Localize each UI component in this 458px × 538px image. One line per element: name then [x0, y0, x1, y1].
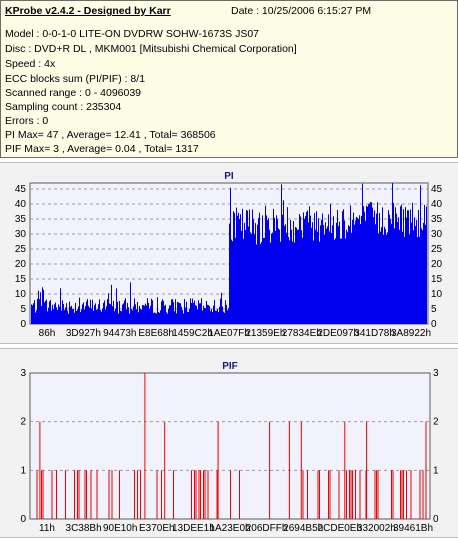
y-tick-label-left: 15 [15, 274, 27, 285]
y-tick-label-left: 20 [15, 259, 27, 270]
x-tick-label: 341D78h [354, 328, 395, 339]
pif-chart: PIF 0 0 1 1 2 2 3 3 11h 3C38Bh 90E10h E370Eh13DEE1h1… [20, 361, 439, 534]
x-tick-label: 2DE097h [317, 328, 359, 339]
y-tick-label-left: 5 [20, 304, 26, 315]
y-tick-label-left: 40 [15, 199, 27, 210]
scan-date: Date : 10/25/2006 6:15:27 PM [231, 5, 372, 17]
x-tick-label: 13DEE1h [172, 523, 215, 534]
y-tick-label-left: 0 [20, 319, 26, 330]
y-tick-label-left: 30 [15, 229, 27, 240]
x-tick-label: 3D927h [66, 328, 101, 339]
y-tick-label-left: 2 [20, 417, 26, 428]
range-line: Scanned range : 0 - 4096039 [5, 87, 142, 99]
x-tick-label: 11h [39, 523, 55, 534]
disc-line: Disc : DVD+R DL , MKM001 [Mitsubishi Che… [5, 43, 297, 55]
x-tick-label: E8E68h [138, 328, 174, 339]
chart-title: PI [224, 171, 234, 182]
pi-bars [31, 183, 427, 324]
sampling-line: Sampling count : 235304 [5, 101, 122, 113]
y-tick-label-left: 0 [20, 514, 26, 525]
x-tick-label: 94473h [103, 328, 136, 339]
y-tick-label-right: 0 [433, 514, 439, 525]
y-tick-label-right: 15 [431, 274, 443, 285]
x-tick-label: 3A8922h [391, 328, 431, 339]
y-tick-label-right: 0 [431, 319, 437, 330]
pif-bars [36, 373, 427, 519]
x-tick-label: 3C38Bh [66, 523, 102, 534]
pi-summary-line: PI Max= 47 , Average= 12.41 , Total= 368… [5, 129, 216, 141]
y-tick-label-left: 1 [20, 465, 26, 476]
x-tick-label: 2694B5h [283, 523, 323, 534]
x-tick-label: 1AE07Fh [208, 328, 250, 339]
model-line: Model : 0-0-1-0 LITE-ON DVDRW SOHW-1673S… [5, 28, 260, 40]
x-tick-label: 21359Eh [245, 328, 285, 339]
x-tick-label: 90E10h [103, 523, 137, 534]
y-tick-label-right: 20 [431, 259, 443, 270]
pi-chart: PI 0 0 5 5 10 10 15 15 20 20 25 25 30 30 35 35 40 40 45 45 86… [15, 171, 443, 339]
pif-summary-line: PIF Max= 3 , Average= 0.04 , Total= 1317 [5, 143, 199, 155]
x-tick-label: 86h [39, 328, 56, 339]
y-tick-label-left: 25 [15, 244, 27, 255]
chart-title: PIF [222, 361, 238, 372]
x-tick-label: 39461Bh [393, 523, 433, 534]
x-tick-label: 332002h [357, 523, 396, 534]
x-tick-label: 206DFFh [246, 523, 288, 534]
y-tick-label-right: 25 [431, 244, 443, 255]
y-tick-label-right: 45 [431, 184, 443, 195]
y-tick-label-right: 30 [431, 229, 443, 240]
speed-line: Speed : 4x [5, 58, 56, 70]
x-tick-label: 2CDE0Eh [318, 523, 362, 534]
info-panel: KProbe v2.4.2 - Designed by Karr Date : … [0, 0, 458, 158]
y-tick-label-left: 10 [15, 289, 27, 300]
x-tick-label: 27834Eh [282, 328, 322, 339]
y-tick-label-left: 45 [15, 184, 27, 195]
y-tick-label-right: 2 [433, 417, 439, 428]
ecc-line: ECC blocks sum (PI/PIF) : 8/1 [5, 73, 146, 85]
y-tick-label-right: 5 [431, 304, 437, 315]
y-tick-label-left: 3 [20, 368, 26, 379]
x-tick-label: 1459C2h [172, 328, 213, 339]
y-tick-label-left: 35 [15, 214, 27, 225]
y-tick-label-right: 3 [433, 368, 439, 379]
y-tick-label-right: 40 [431, 199, 443, 210]
pif-chart-panel: PIF 0 0 1 1 2 2 3 3 11h 3C38Bh 90E10h E370Eh 13DEE1h 1… [0, 348, 458, 538]
y-tick-label-right: 10 [431, 289, 443, 300]
app-title: KProbe v2.4.2 - Designed by Karr [5, 5, 171, 17]
errors-line: Errors : 0 [5, 115, 49, 127]
x-tick-label: E370Eh [139, 523, 175, 534]
y-tick-label-right: 35 [431, 214, 443, 225]
y-tick-label-right: 1 [433, 465, 439, 476]
pi-chart-panel: PI 0 0 5 5 10 10 15 15 20 20 25 25 30 30 35 35 40 40 45 45 86… [0, 162, 458, 344]
x-tick-label: 1A23E0h [209, 523, 250, 534]
